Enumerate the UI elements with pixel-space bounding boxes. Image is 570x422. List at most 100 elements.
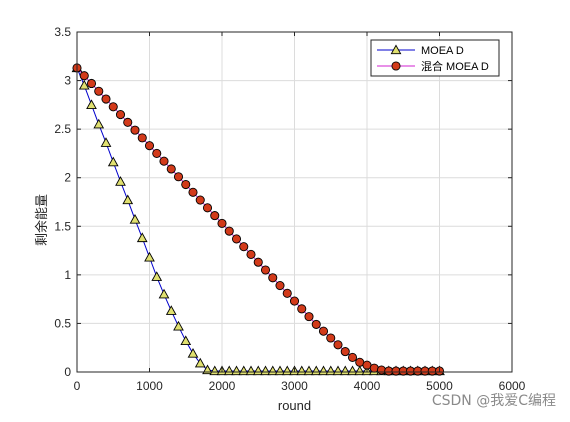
series-1-point <box>78 79 90 90</box>
series-1-point <box>209 365 221 376</box>
legend-item-2: 混合 MOEA D <box>377 59 489 73</box>
series-1-point <box>238 365 250 376</box>
series-1-point <box>100 137 112 147</box>
series-2-point <box>202 203 213 213</box>
series-2-point <box>253 257 263 267</box>
series-2-point <box>239 242 249 252</box>
x-tick-label: 3000 <box>281 379 308 393</box>
series-2-point <box>304 312 314 322</box>
legend-label: 混合 MOEA D <box>421 59 489 73</box>
series-1-point <box>354 365 366 376</box>
series-1-point <box>194 357 206 368</box>
tick-layer: 0 1000 2000 3000 4000 5000 6000 0 0.5 1 1.5 2 2.5 3 3.… <box>54 25 525 393</box>
series-1-point <box>86 99 97 109</box>
series-2-point <box>188 187 198 197</box>
series-2-point <box>137 133 147 143</box>
series-1-point <box>260 365 271 376</box>
legend-item-1: MOEA D <box>377 44 464 57</box>
series-2-point <box>268 273 278 283</box>
legend: MOEA D 混合 MOEA D <box>370 39 500 77</box>
series-1-point <box>347 365 358 376</box>
series-1-point <box>303 365 315 376</box>
series-1-point <box>180 335 192 346</box>
series-1-point <box>339 365 351 376</box>
series-2-point <box>260 265 271 275</box>
series-1-point <box>325 365 337 376</box>
series-2-point <box>166 164 176 174</box>
series-1-point <box>158 288 170 299</box>
series-2-point <box>130 125 140 135</box>
series-1-point <box>296 365 308 376</box>
series-2-point <box>224 226 234 236</box>
series-2-point <box>159 156 169 166</box>
y-tick-label: 3.5 <box>54 25 71 39</box>
series-1-point <box>144 251 155 262</box>
watermark: CSDN @我爱C编程 <box>431 393 556 409</box>
series-1-point <box>122 194 134 205</box>
x-axis-label: round <box>278 398 311 413</box>
series-2-point <box>333 340 343 350</box>
series-1-point <box>93 118 105 129</box>
series-2-point <box>115 110 126 120</box>
x-tick-label: 6000 <box>499 379 526 393</box>
series-1-point <box>274 365 286 376</box>
series-1-point <box>165 305 177 315</box>
series-2-point <box>311 319 321 329</box>
series-2-point <box>210 211 220 221</box>
x-tick-label: 2000 <box>209 379 236 393</box>
series-2-point <box>86 78 97 89</box>
series-1-point <box>173 320 184 331</box>
series-1-point <box>310 365 322 376</box>
series-2-point <box>79 71 89 81</box>
series-2-point <box>318 326 329 336</box>
series-1-point <box>151 271 163 281</box>
series-2-point <box>347 352 358 362</box>
series-1-point <box>107 156 119 167</box>
y-tick-label: 2.5 <box>54 122 71 136</box>
series-2-point <box>231 234 242 244</box>
series-2-point <box>297 304 307 314</box>
series-1-point <box>129 213 141 224</box>
y-tick-label: 0 <box>64 365 71 379</box>
series-1-point <box>252 365 264 376</box>
series-1-point <box>136 232 148 243</box>
x-tick-label: 4000 <box>354 379 381 393</box>
legend-box <box>370 39 500 77</box>
series-1-point <box>223 365 235 376</box>
y-tick-label: 0.5 <box>54 316 71 330</box>
series-2-point <box>101 94 111 104</box>
series-2-point <box>108 102 118 112</box>
x-tick-label: 1000 <box>136 379 163 393</box>
series-1-point <box>187 348 199 358</box>
series-1-point <box>115 176 126 186</box>
series-2-point <box>217 218 227 228</box>
series-1-point <box>332 365 344 376</box>
series-1-point <box>245 365 257 376</box>
series-1-point <box>231 365 242 376</box>
x-tick-label: 0 <box>74 379 81 393</box>
legend-label: MOEA D <box>421 45 464 57</box>
series-2-point <box>195 195 205 205</box>
y-tick-label: 1.5 <box>54 219 71 233</box>
series-2 <box>72 63 445 376</box>
series-2-point <box>173 172 184 182</box>
series-1-point <box>281 365 293 376</box>
x-tick-label: 5000 <box>426 379 453 393</box>
series-2-point <box>289 296 300 306</box>
series-2-point <box>94 86 104 96</box>
series-2-point <box>181 179 191 190</box>
series-2-point <box>340 347 350 357</box>
series-1-point <box>318 365 329 376</box>
y-tick-label: 2 <box>64 171 71 185</box>
series-2-point <box>144 141 155 151</box>
y-axis-label: 剩余能量 <box>34 194 49 246</box>
legend-marker <box>391 61 401 71</box>
legend-marker <box>390 44 402 55</box>
y-tick-label: 1 <box>64 268 71 282</box>
series-2-point <box>152 148 162 158</box>
series-2-point <box>326 333 336 343</box>
series-2-point <box>246 249 256 260</box>
series-1-point <box>267 365 279 376</box>
series-2-point <box>123 117 133 127</box>
